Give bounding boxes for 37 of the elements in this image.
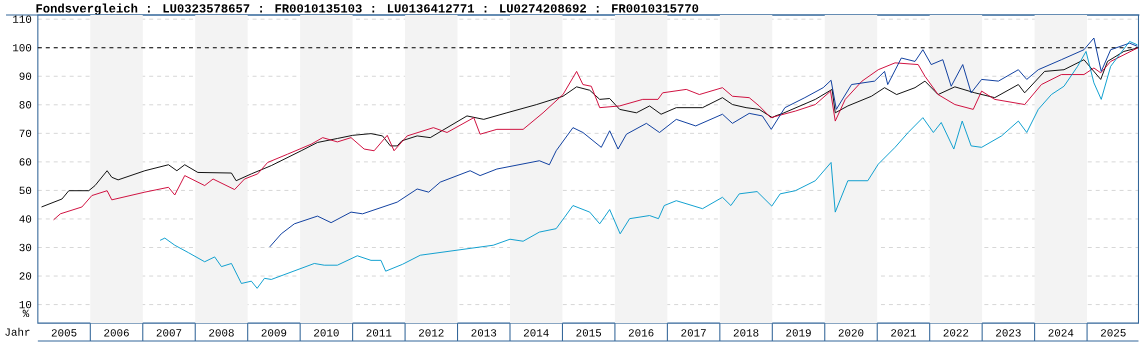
x-tick-label: 2019 xyxy=(786,329,811,337)
x-tick-label: 2012 xyxy=(419,329,444,337)
y-tick-label: 30 xyxy=(19,243,32,252)
x-tick-label: 2006 xyxy=(104,329,129,337)
y-tick-label: 20 xyxy=(19,272,32,280)
y-tick-label: 60 xyxy=(19,158,32,166)
x-tick-label: 2021 xyxy=(891,329,916,337)
x-tick-label: 2025 xyxy=(1101,329,1126,337)
x-tick-label: 2024 xyxy=(1048,329,1074,337)
x-tick-label: 2020 xyxy=(838,329,864,337)
x-tick-label: 2009 xyxy=(261,329,287,337)
x-tick-label: 2014 xyxy=(523,329,549,337)
x-tick-label: 2007 xyxy=(156,329,182,337)
x-tick-label: 2013 xyxy=(471,329,497,337)
x-tick-label: 2005 xyxy=(51,329,77,337)
chart-title: Fondsvergleich : LU0323578657 : FR0010135103 : LU0136412771 : LU0274208692 : FR0010315770 xyxy=(36,3,699,15)
x-tick-label: 2010 xyxy=(314,329,339,337)
x-axis-title: Jahr xyxy=(5,327,30,336)
x-tick-label: 2022 xyxy=(943,329,969,337)
y-tick-label: 100 xyxy=(13,44,32,52)
x-tick-label: 2015 xyxy=(576,329,602,337)
y-tick-label: 50 xyxy=(19,186,32,195)
y-tick-label: 80 xyxy=(19,101,32,109)
y-axis-title: % xyxy=(22,309,30,318)
x-tick-label: 2018 xyxy=(733,329,759,337)
line-series xyxy=(159,40,1138,289)
x-tick-label: 2008 xyxy=(209,329,234,337)
x-tick-label: 2023 xyxy=(996,329,1021,337)
y-tick-label: 40 xyxy=(19,215,32,223)
line-series xyxy=(269,37,1138,248)
x-tick-label: 2011 xyxy=(366,329,392,337)
y-tick-label: 110 xyxy=(13,15,32,23)
x-tick-label: 2016 xyxy=(628,329,654,337)
y-tick-label: 90 xyxy=(19,72,32,80)
x-tick-label: 2017 xyxy=(681,329,706,337)
y-tick-label: 70 xyxy=(19,129,32,138)
y-tick-label: 10 xyxy=(19,300,32,309)
